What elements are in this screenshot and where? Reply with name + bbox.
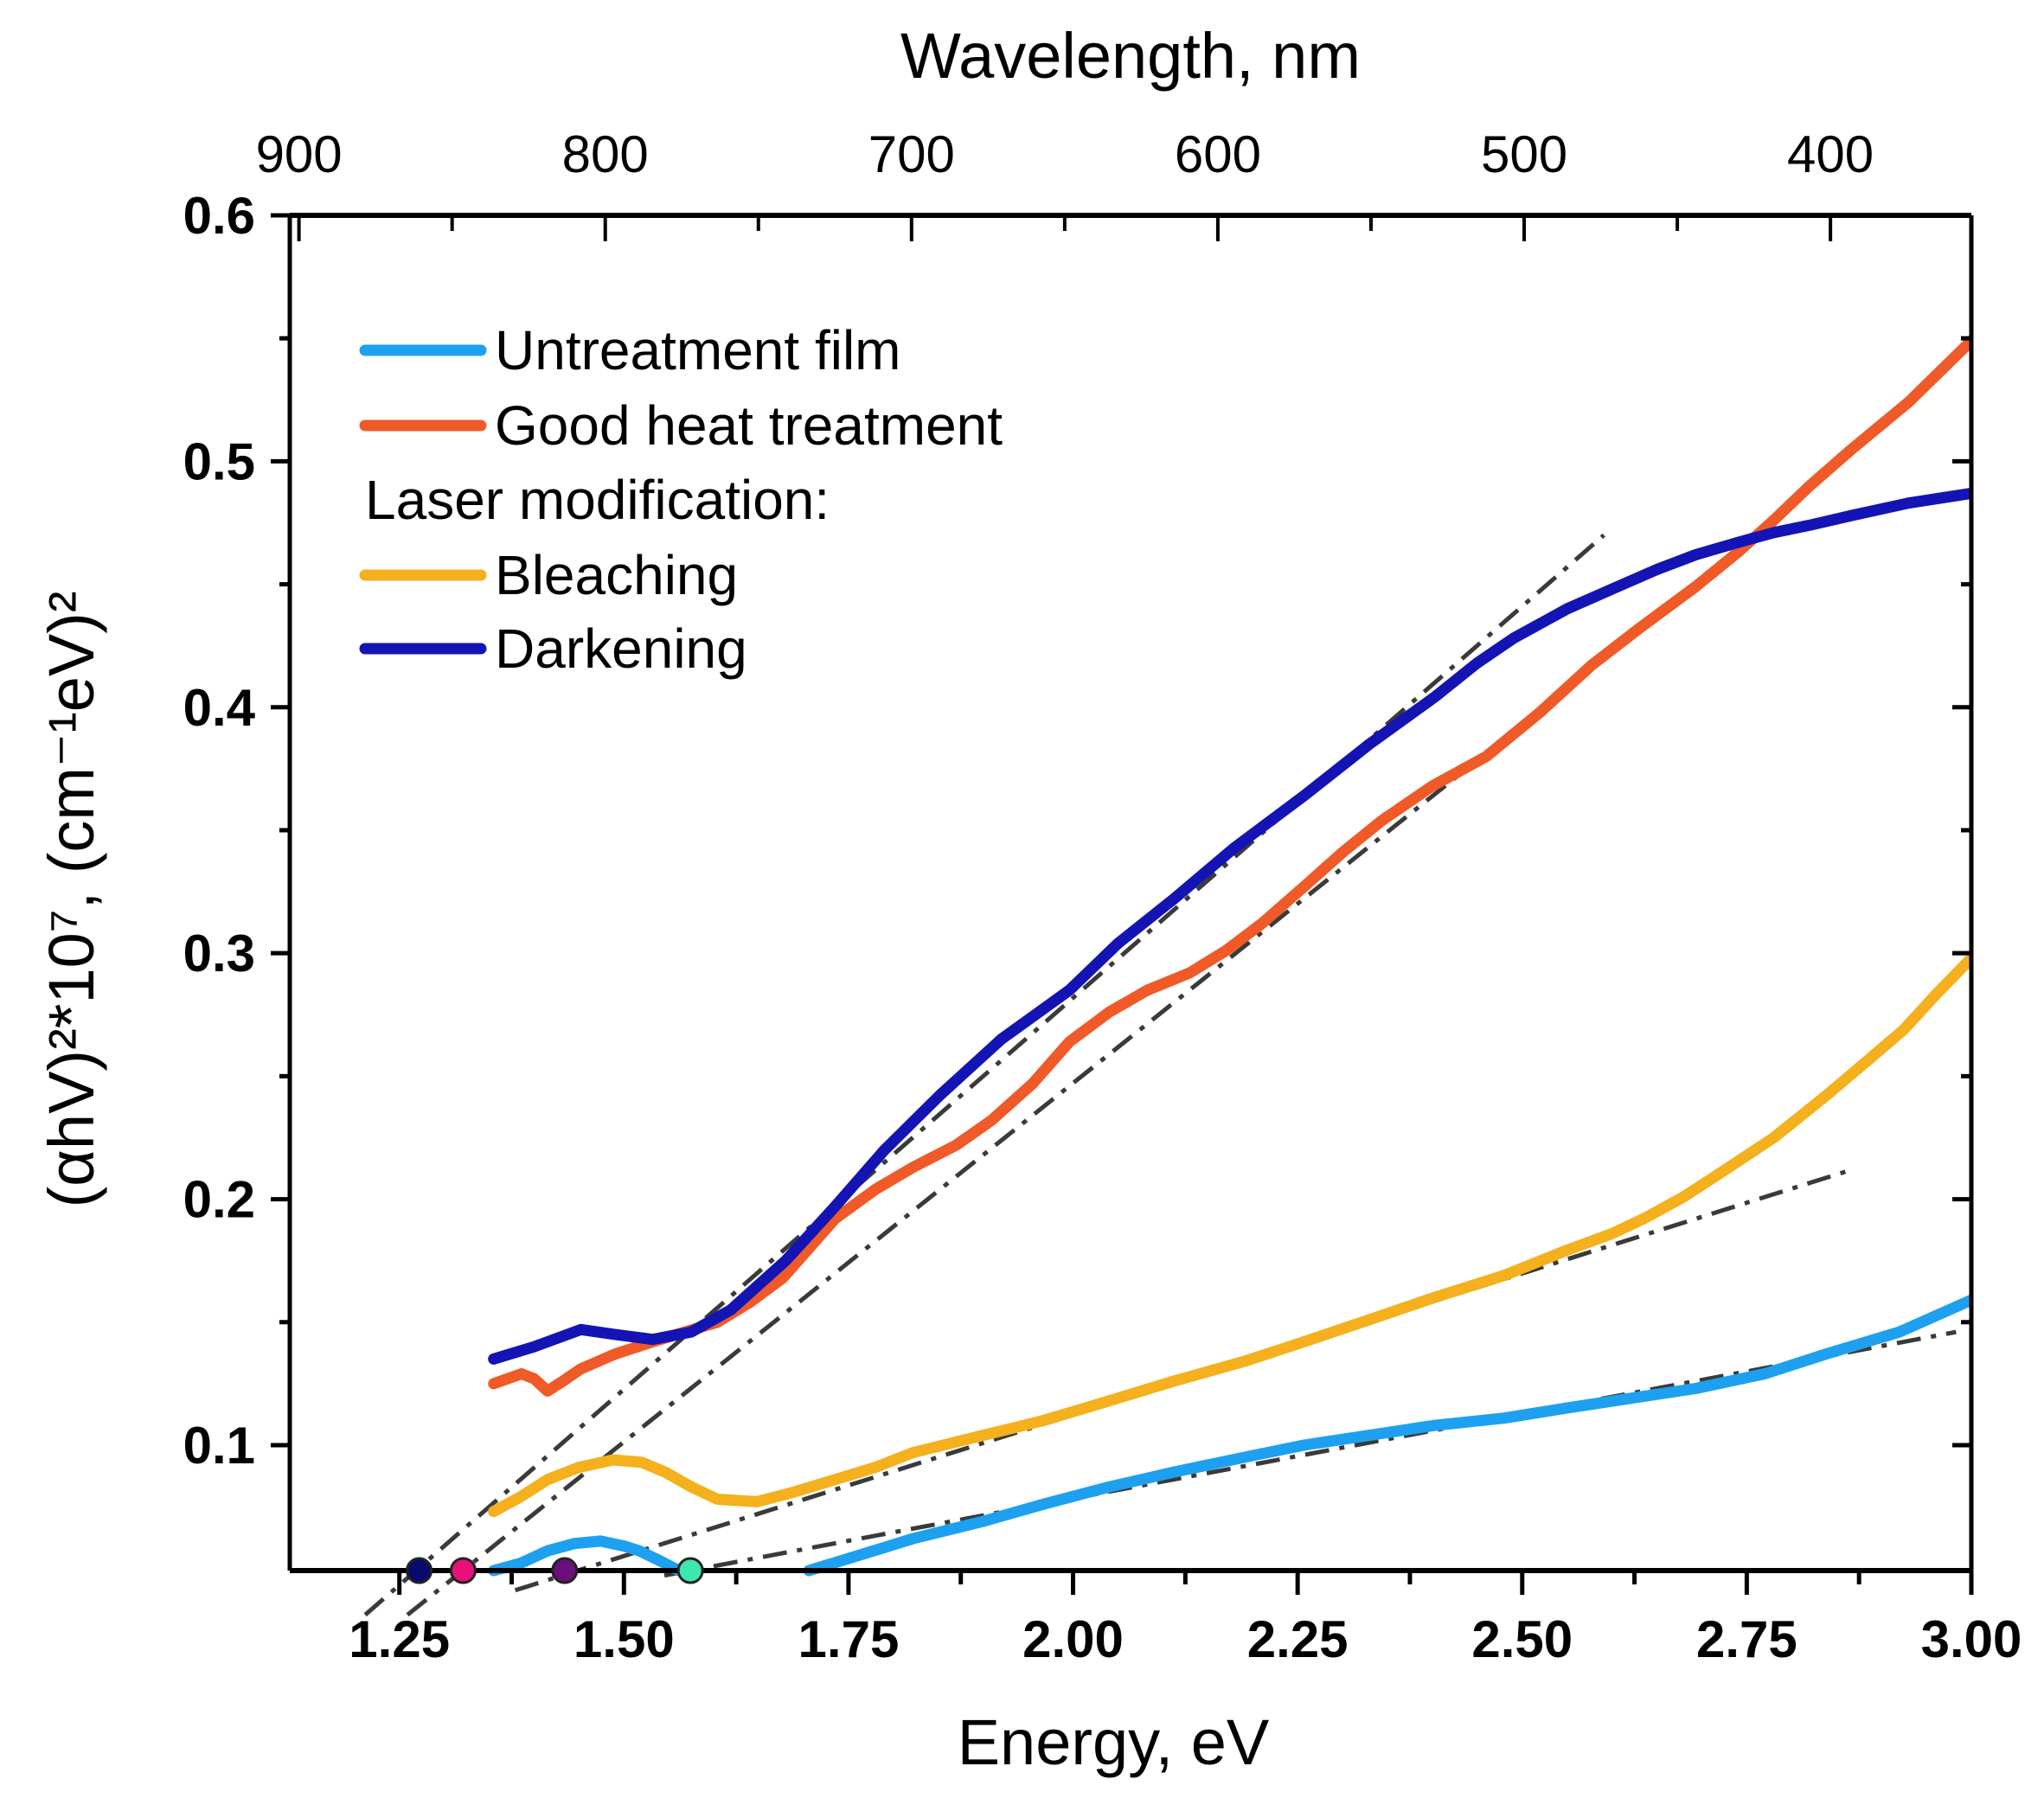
legend-label: Darkening (495, 618, 747, 680)
y-tick-label: 0.4 (183, 679, 256, 737)
x-tick-label: 2.50 (1471, 1610, 1573, 1668)
untreatment-fit (663, 1329, 1957, 1578)
x-axis-title: Energy, eV (958, 1706, 1270, 1778)
x-tick-label: 2.75 (1696, 1610, 1797, 1668)
x2-tick-label: 800 (562, 125, 649, 183)
series-darkening-line (488, 487, 1971, 1365)
y-tick-label: 0.6 (183, 187, 255, 245)
x-tick-label: 1.75 (798, 1610, 900, 1668)
x2-tick-label: 700 (868, 125, 955, 183)
fit-lines (363, 533, 1957, 1617)
y-tick-label: 0.5 (183, 432, 255, 490)
legend-label: Untreatment film (495, 319, 900, 381)
series-untreatment-film-line (803, 1294, 1971, 1577)
bleaching-intercept-marker (551, 1557, 579, 1584)
darkening-fit (363, 533, 1605, 1617)
x2-axis-title: Wavelength, nm (900, 20, 1361, 92)
x-tick-label: 1.50 (573, 1610, 675, 1668)
data-curves (488, 335, 1971, 1577)
x2-tick-label: 500 (1481, 125, 1567, 183)
darkening-intercept-marker (406, 1557, 433, 1584)
series-bleaching-line (488, 952, 1971, 1518)
heat-treatment-intercept-marker (449, 1557, 477, 1584)
untreatment-intercept-marker (676, 1557, 704, 1584)
x2-tick-label: 600 (1175, 125, 1261, 183)
legend-subheading: Laser modification: (365, 469, 830, 531)
x-tick-label: 2.00 (1022, 1610, 1124, 1668)
y-tick-label: 0.2 (183, 1171, 255, 1229)
axes (271, 213, 1974, 1595)
x2-tick-label: 900 (256, 125, 343, 183)
x2-tick-label: 400 (1787, 125, 1874, 183)
legend-label: Good heat treatment (495, 394, 1003, 457)
y-tick-label: 0.1 (183, 1417, 255, 1475)
bleaching-fit (514, 1168, 1853, 1593)
tick-labels: 1.25 1.50 1.75 2.00 2.25 2.50 2.75 3.00 0.1 0.2 0.… (183, 125, 2022, 1668)
x-tick-label: 1.25 (349, 1610, 450, 1668)
legend-label: Bleaching (495, 544, 738, 606)
series-untreatment-film-line (488, 1535, 685, 1577)
x-tick-label: 3.00 (1921, 1610, 2022, 1668)
series-good-heat-treatment-line (488, 335, 1971, 1397)
legend: Untreatment film Good heat treatment Laser… (359, 319, 1003, 680)
y-tick-label: 0.3 (183, 925, 255, 982)
y-axis-title: (αhV)²*10⁷, (cm⁻¹eV)² (35, 591, 107, 1207)
intercept-markers (406, 1557, 704, 1584)
x-tick-label: 2.25 (1247, 1610, 1349, 1668)
